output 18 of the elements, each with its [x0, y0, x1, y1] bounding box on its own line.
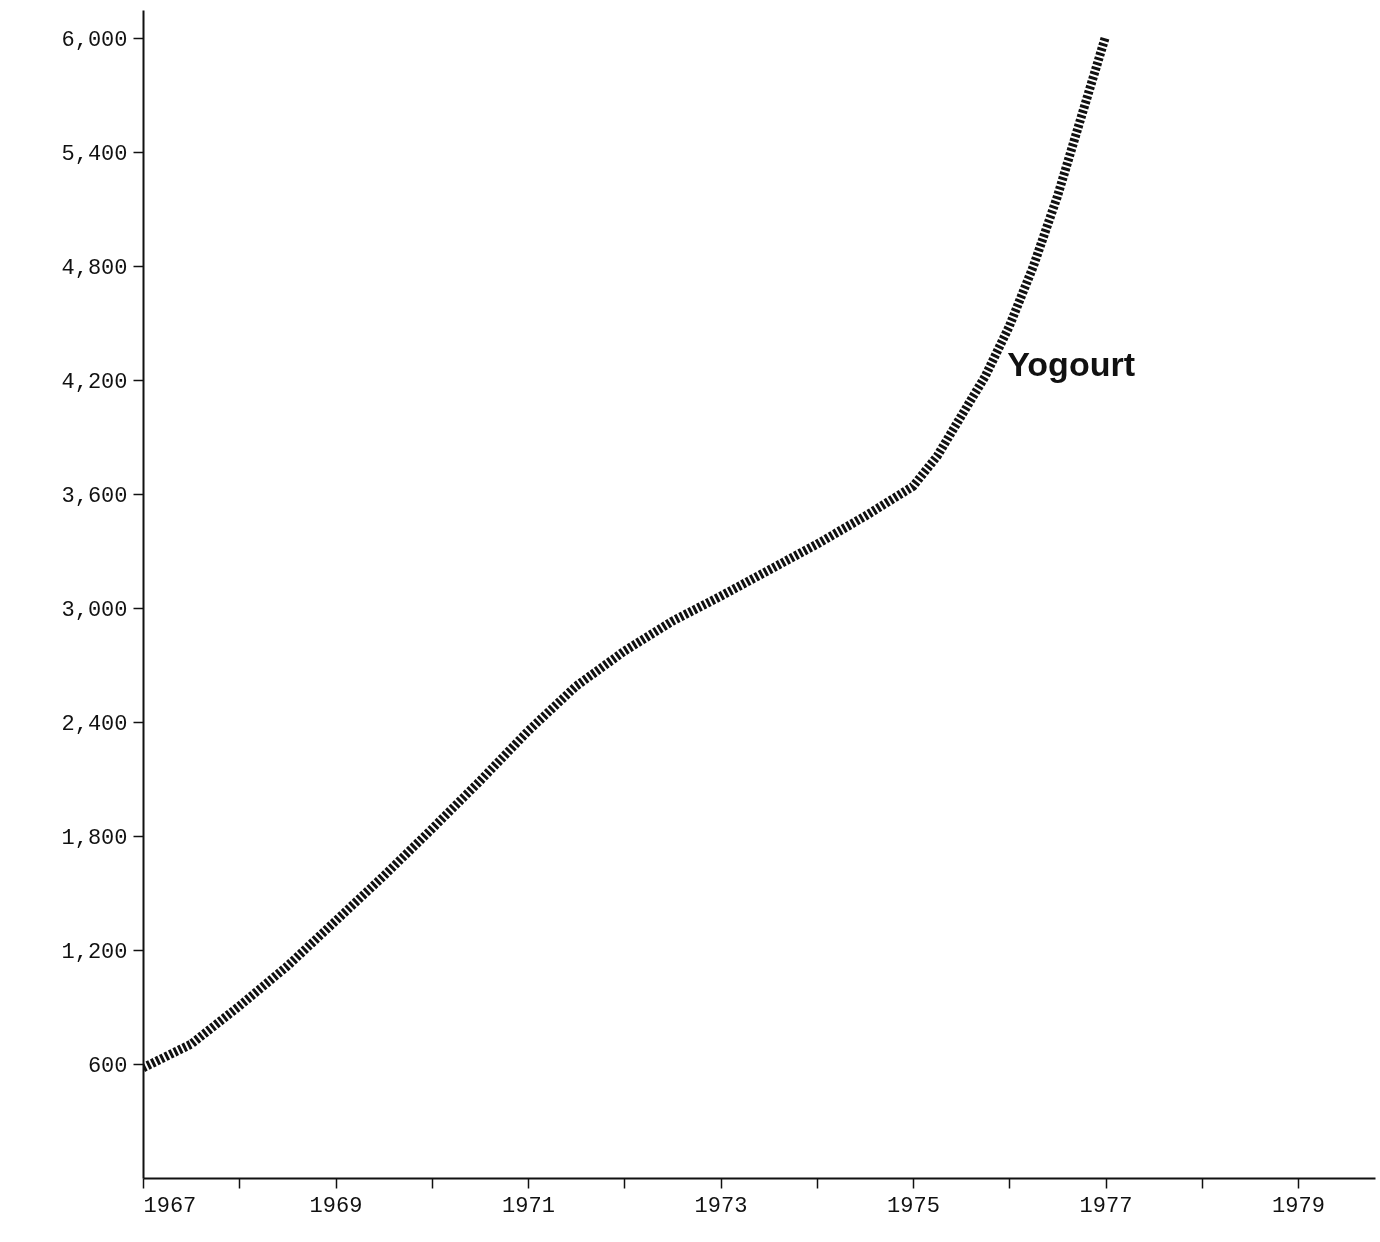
y-tick-label: 4,800 — [61, 255, 128, 281]
y-tick-label: 6,000 — [61, 27, 128, 53]
x-tick-label: 1975 — [887, 1193, 940, 1219]
y-tick-label: 2,400 — [61, 711, 128, 737]
x-tick-label: 1979 — [1272, 1193, 1325, 1219]
x-tick-label: 1969 — [309, 1193, 363, 1219]
x-tick-label: 1973 — [694, 1193, 748, 1219]
y-tick-label: 5,400 — [61, 141, 128, 167]
x-tick-label: 1971 — [502, 1193, 555, 1219]
y-tick-label: 3,600 — [61, 483, 128, 509]
y-tick-label: 1,800 — [61, 825, 128, 851]
y-tick-label: 600 — [87, 1053, 128, 1079]
series-label: Yogourt — [1007, 345, 1135, 384]
y-tick-label: 1,200 — [61, 939, 128, 965]
x-tick-label: 1967 — [143, 1193, 197, 1219]
y-tick-label: 3,000 — [61, 597, 128, 623]
y-tick-label: 4,200 — [61, 369, 128, 395]
x-tick-label: 1977 — [1079, 1193, 1133, 1219]
